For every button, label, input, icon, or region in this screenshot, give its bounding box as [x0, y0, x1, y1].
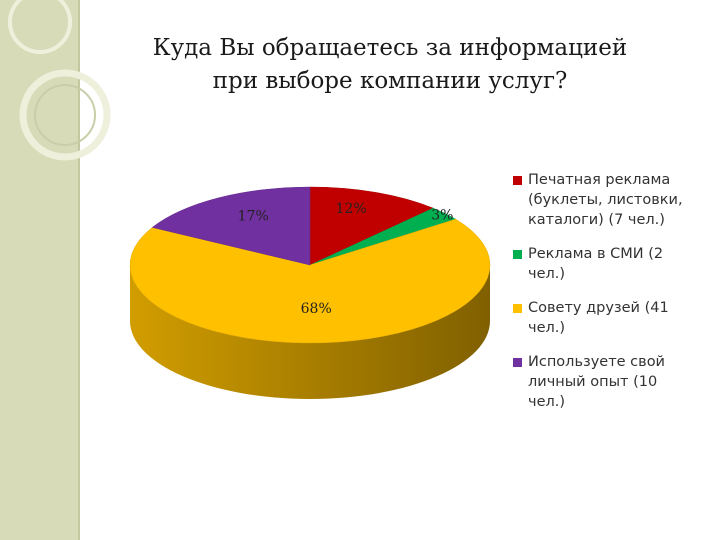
legend-label-3-line-0: Используете свой — [528, 354, 665, 370]
side-band-edge — [78, 0, 80, 540]
legend-swatch-3 — [513, 358, 522, 367]
legend-label-1-line-0: Реклама в СМИ (2 — [528, 246, 664, 262]
pie-value-labels: 12% 3% 68% 17% — [238, 201, 454, 317]
pie-top-faces — [129, 186, 491, 344]
legend-label-0-line-1: (буклеты, листовки, — [528, 192, 683, 208]
legend-label-0-line-0: Печатная реклама — [528, 172, 671, 188]
legend-label-3-line-1: личный опыт (10 — [528, 374, 658, 390]
chart-title-line-2: при выборе компании услуг? — [212, 68, 568, 94]
legend-item-3: Используете свой личный опыт (10 чел.) — [513, 352, 713, 412]
pie-slice-3 — [151, 186, 311, 266]
chart-legend: Печатная реклама (буклеты, листовки, катал… — [513, 170, 713, 426]
deco-ring-outer — [19, 69, 111, 161]
decorative-side-band — [0, 0, 78, 540]
pie-slice-0 — [309, 186, 434, 266]
chart-title: Куда Вы обращаетесь за информацией при в… — [100, 32, 680, 98]
pie-value-label-1: 3% — [431, 207, 453, 223]
deco-ring-inner — [34, 84, 96, 146]
pie-value-label-2: 68% — [301, 301, 332, 317]
pie-slice-2 — [129, 218, 491, 344]
pie-value-label-0: 12% — [336, 201, 367, 217]
chart-title-line-1: Куда Вы обращаетесь за информацией — [152, 35, 628, 61]
legend-item-1: Реклама в СМИ (2 чел.) — [513, 244, 713, 284]
legend-swatch-0 — [513, 176, 522, 185]
legend-swatch-1 — [513, 250, 522, 259]
pie-value-label-3: 17% — [238, 208, 269, 224]
legend-label-1-line-1: чел.) — [528, 266, 566, 282]
legend-item-0: Печатная реклама (буклеты, листовки, катал… — [513, 170, 713, 230]
legend-label-2-line-1: чел.) — [528, 320, 566, 336]
legend-label-0-line-2: каталоги) (7 чел.) — [528, 212, 665, 228]
legend-label-3-line-2: чел.) — [528, 394, 566, 410]
deco-ring-small — [8, 0, 72, 54]
legend-item-2: Совету друзей (41 чел.) — [513, 298, 713, 338]
legend-swatch-2 — [513, 304, 522, 313]
pie-side-2 — [130, 265, 490, 399]
legend-label-2-line-0: Совету друзей (41 — [528, 300, 669, 316]
pie-side-walls — [130, 265, 490, 399]
